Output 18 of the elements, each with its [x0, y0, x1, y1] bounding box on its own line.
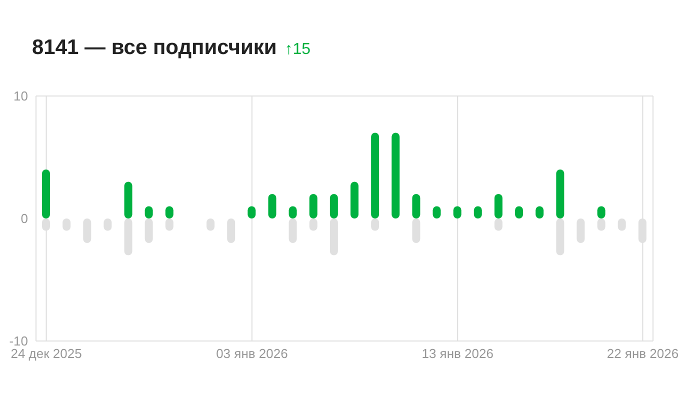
- bar: [330, 218, 338, 256]
- bar: [350, 182, 358, 218]
- bar: [124, 218, 132, 256]
- x-tick-label: 22 янв 2026: [606, 346, 679, 362]
- bar: [371, 132, 380, 218]
- chart-title: 8141 — все подписчики: [32, 36, 277, 60]
- x-tick-label: 13 янв 2026: [422, 346, 494, 362]
- text: ↑15: [284, 41, 311, 59]
- y-tick-label: 10: [14, 88, 28, 104]
- y-tick-label: 0: [20, 211, 28, 226]
- bar: [392, 132, 400, 218]
- bar: [556, 218, 564, 256]
- x-tick-label: 03 янв 2026: [216, 346, 288, 362]
- bar: [124, 182, 132, 218]
- x-tick-label: 24 дек 2025: [10, 346, 82, 362]
- bar: [42, 170, 50, 218]
- bar: [556, 170, 564, 218]
- y-tick-label: -10: [9, 334, 28, 349]
